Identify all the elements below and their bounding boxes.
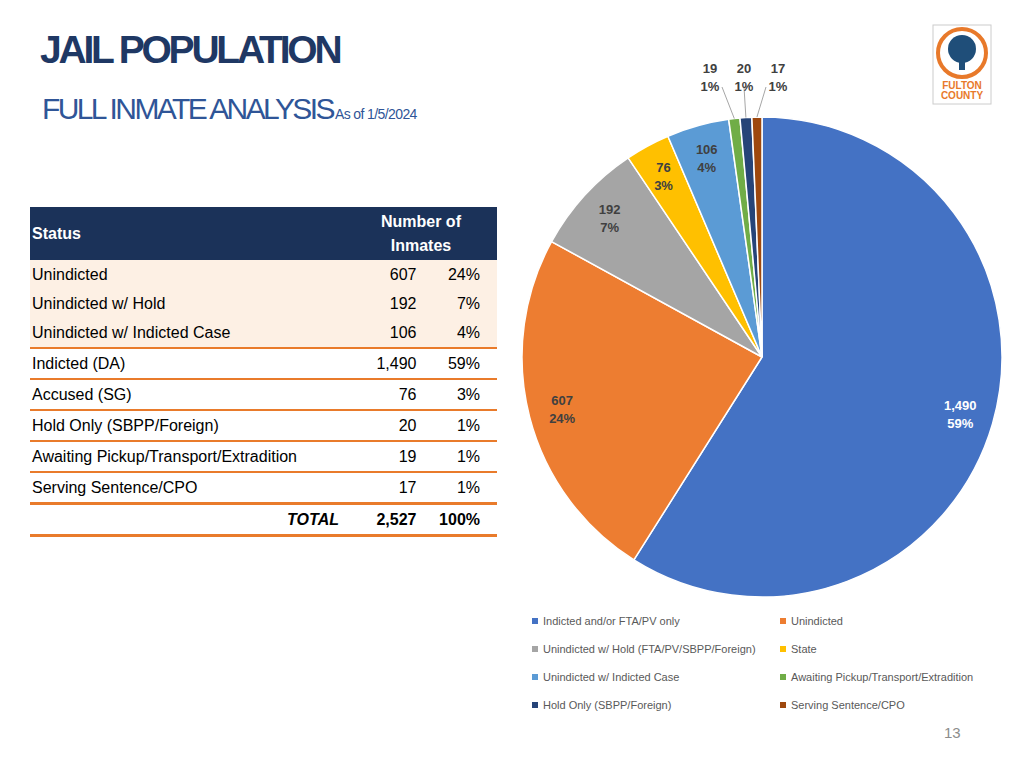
data-label: 106 xyxy=(696,142,718,157)
table-row: Unindicted w/ Hold1927% xyxy=(30,289,497,318)
page-number: 13 xyxy=(944,724,961,741)
data-label: 1,490 xyxy=(944,398,977,413)
data-label-percent: 59% xyxy=(947,416,973,431)
legend-label: Indicted and/or FTA/PV only xyxy=(543,615,680,627)
legend: Indicted and/or FTA/PV only Unindicted Uni… xyxy=(532,615,973,711)
table-cell: 24% xyxy=(416,260,497,289)
table-cell: 1,490 xyxy=(345,348,417,379)
data-label: 76 xyxy=(656,160,670,175)
table-header: StatusNumber of Inmates xyxy=(30,207,497,260)
header-cell: Status xyxy=(30,207,345,260)
table-cell: 7% xyxy=(416,289,497,318)
table-cell: 106 xyxy=(345,318,417,348)
data-label-percent: 4% xyxy=(697,160,716,175)
table-cell: 17 xyxy=(345,472,417,504)
legend-swatch xyxy=(780,702,786,708)
table-cell: Serving Sentence/CPO xyxy=(30,472,345,504)
table-cell: Hold Only (SBPP/Foreign) xyxy=(30,410,345,441)
date: As of 1/5/2024 xyxy=(335,106,417,122)
subtitle-row: FULL INMATE ANALYSISAs of 1/5/2024 xyxy=(42,92,417,126)
table-cell: 100% xyxy=(416,504,497,536)
table-cell: 2,527 xyxy=(345,504,417,536)
table-cell: Accused (SG) xyxy=(30,379,345,410)
data-label: 19 xyxy=(703,61,717,76)
table-cell: Unindicted w/ Hold xyxy=(30,289,345,318)
table-cell: 4% xyxy=(416,318,497,348)
data-label-percent: 1% xyxy=(735,79,754,94)
leader-line xyxy=(757,87,766,117)
table-cell: 19 xyxy=(345,441,417,472)
legend-label: Awaiting Pickup/Transport/Extradition xyxy=(791,671,973,683)
data-label-percent: 7% xyxy=(600,220,619,235)
data-label-percent: 24% xyxy=(549,411,575,426)
table-cell: 20 xyxy=(345,410,417,441)
header-cell: Number of Inmates xyxy=(345,207,497,260)
table-cell: 59% xyxy=(416,348,497,379)
table-row: Accused (SG)763% xyxy=(30,379,497,410)
table-cell: 3% xyxy=(416,379,497,410)
legend-label: Unindicted w/ Hold (FTA/PV/SBPP/Foreign) xyxy=(543,643,756,655)
table-cell: 1% xyxy=(416,410,497,441)
table-cell: Indicted (DA) xyxy=(30,348,345,379)
logo: FULTONCOUNTY xyxy=(933,25,991,104)
table-cell: 607 xyxy=(345,260,417,289)
table-cell: TOTAL xyxy=(30,504,345,536)
subtitle: FULL INMATE ANALYSIS xyxy=(42,92,333,125)
logo-trunk xyxy=(959,56,965,70)
data-label-percent: 3% xyxy=(654,178,673,193)
table-cell: 76 xyxy=(345,379,417,410)
legend-label: Unindicted w/ Indicted Case xyxy=(543,671,679,683)
title: JAIL POPULATION xyxy=(40,28,339,72)
legend-swatch xyxy=(532,618,538,624)
legend-label: State xyxy=(791,643,817,655)
table-cell: Unindicted w/ Indicted Case xyxy=(30,318,345,348)
table-row: Indicted (DA)1,49059% xyxy=(30,348,497,379)
table-row: Unindicted w/ Indicted Case1064% xyxy=(30,318,497,348)
data-label: 20 xyxy=(737,61,751,76)
table-cell: 1% xyxy=(416,441,497,472)
data-table: StatusNumber of InmatesUnindicted60724%U… xyxy=(30,207,497,537)
legend-label: Serving Sentence/CPO xyxy=(791,699,905,711)
table-row: Unindicted60724% xyxy=(30,260,497,289)
logo-text: COUNTY xyxy=(941,90,984,101)
table-cell: 1% xyxy=(416,472,497,504)
table-row: Serving Sentence/CPO171% xyxy=(30,472,497,504)
slice-labels: 1,490 59% 607 24% 192 7% 76 3% 106 4% 19 1% 20 1% 17 1% xyxy=(549,61,976,431)
data-label-percent: 1% xyxy=(769,79,788,94)
table-row: Hold Only (SBPP/Foreign)201% xyxy=(30,410,497,441)
legend-swatch xyxy=(780,618,786,624)
data-label-percent: 1% xyxy=(701,79,720,94)
data-label: 17 xyxy=(771,61,785,76)
legend-swatch xyxy=(532,702,538,708)
leader-line xyxy=(722,87,734,119)
legend-swatch xyxy=(532,674,538,680)
table-cell: Awaiting Pickup/Transport/Extradition xyxy=(30,441,345,472)
chart: FULTONCOUNTY1,49059%60724%1927%763%1064%… xyxy=(0,0,1024,768)
legend-label: Hold Only (SBPP/Foreign) xyxy=(543,699,671,711)
pie-slice xyxy=(740,117,762,357)
data-label: 192 xyxy=(599,202,621,217)
table-cell: 192 xyxy=(345,289,417,318)
legend-swatch xyxy=(780,646,786,652)
legend-swatch xyxy=(532,646,538,652)
table-cell: Unindicted xyxy=(30,260,345,289)
data-label: 607 xyxy=(551,393,573,408)
legend-swatch xyxy=(780,674,786,680)
legend-label: Unindicted xyxy=(791,615,843,627)
slices xyxy=(522,117,1002,597)
pie-slice xyxy=(752,117,762,357)
table-row: Awaiting Pickup/Transport/Extradition191… xyxy=(30,441,497,472)
logo-ring xyxy=(938,29,986,77)
logo-frame xyxy=(933,25,991,104)
total-row: TOTAL2,527100% xyxy=(30,504,497,536)
